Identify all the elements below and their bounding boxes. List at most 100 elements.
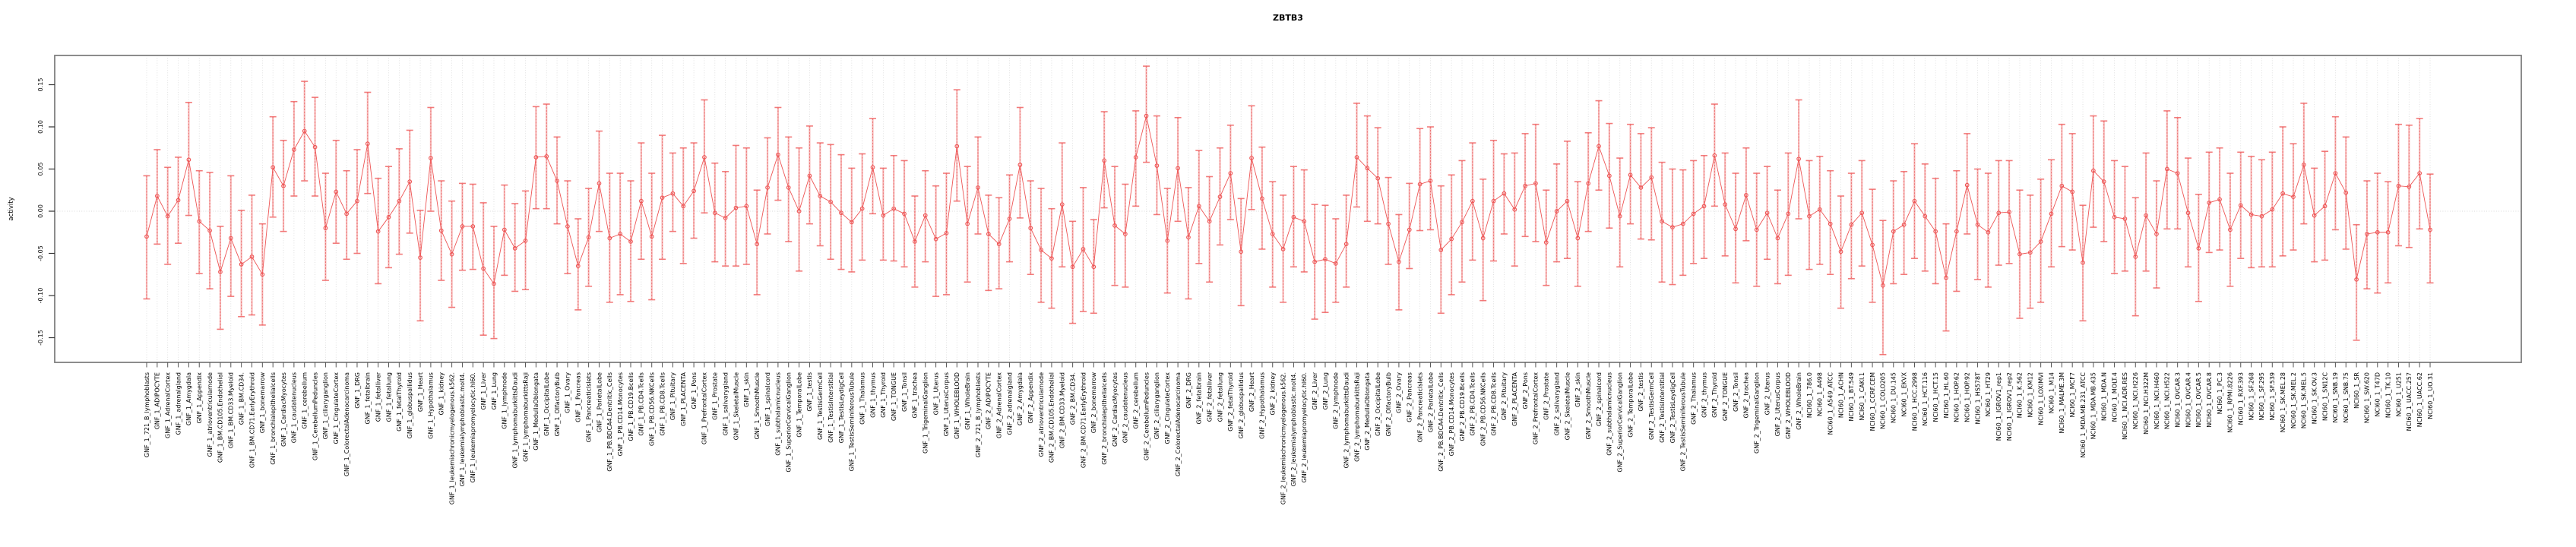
x-tick-label: NCI60_1_786.0 — [1806, 372, 1813, 418]
data-point — [1196, 204, 1201, 209]
x-tick-label: GNF_1_SuperiorCervicalGanglion — [786, 372, 793, 473]
x-tick-label: GNF_2_spinalcord — [1596, 372, 1603, 426]
x-tick-label: GNF_1_PB.CD19.Bcells — [628, 372, 635, 441]
data-point — [1312, 259, 1317, 264]
x-tick-label: NCI60_1_NCI.ADR.RES — [2122, 372, 2128, 440]
data-point — [1964, 182, 1970, 188]
x-tick-label: GNF_2_BM.CD71.EarlyErythroid — [1080, 372, 1087, 468]
x-tick-label: GNF_2_skin — [1574, 372, 1581, 407]
error-bar — [2248, 156, 2255, 269]
data-point — [870, 165, 875, 170]
data-point — [586, 235, 591, 240]
x-tick-label: GNF_1_subthalamicnucleus — [775, 372, 782, 456]
data-point — [1680, 221, 1685, 226]
data-point — [281, 183, 286, 188]
data-point — [1628, 172, 1633, 178]
error-bar — [1037, 188, 1045, 303]
error-bar — [1332, 218, 1340, 303]
data-point — [1491, 198, 1496, 204]
data-point — [1597, 144, 1601, 149]
data-point — [575, 264, 581, 269]
data-point — [976, 185, 980, 190]
x-tick-label: GNF_1_Prostate — [712, 372, 719, 420]
data-point — [954, 144, 960, 149]
x-tick-label: GNF_1_Hypothalamus — [428, 372, 435, 439]
data-point — [1260, 196, 1264, 201]
error-bar — [416, 210, 424, 322]
data-point — [2291, 194, 2296, 199]
x-tick-label: GNF_1_Pituitary — [669, 372, 676, 421]
x-tick-label: NCI60_1_SW.620 — [2364, 372, 2371, 423]
x-tick-label: GNF_2_BM.CD33.Myeloid — [1059, 372, 1066, 448]
data-point — [1849, 222, 1854, 227]
data-point — [1302, 219, 1307, 224]
error-bar — [1069, 220, 1077, 324]
error-bar — [1100, 111, 1108, 209]
error-bar — [942, 172, 950, 296]
error-bar — [1774, 189, 1781, 285]
x-tick-label: NCI60_1_NCI.H460 — [2154, 372, 2160, 429]
data-point — [986, 232, 991, 236]
error-bar — [837, 153, 845, 270]
x-tick-label: GNF_1_testis — [806, 372, 813, 412]
x-tick-label: NCI60_1_NCI.H522 — [2164, 372, 2171, 429]
x-tick-label: GNF_2_ciliaryganglion — [1154, 372, 1160, 439]
data-point — [407, 179, 413, 184]
x-tick-label: GNF_1_UterusCorpus — [943, 372, 950, 436]
error-bar — [1321, 204, 1329, 314]
data-point — [660, 195, 665, 201]
error-bar — [185, 102, 192, 217]
data-point — [438, 228, 444, 233]
x-tick-label: NCI60_1_SF.268 — [2248, 372, 2255, 420]
error-bar — [985, 194, 992, 292]
x-tick-label: GNF_2_Uterus — [1764, 372, 1771, 415]
error-bar — [1374, 127, 1381, 225]
x-tick-label: GNF_1_leukemiapromyelocytic.hl60. — [470, 372, 476, 482]
x-tick-label: NCI60_1_LOXIMVI — [2037, 372, 2044, 425]
data-point — [1944, 275, 1948, 280]
x-tick-label: GNF_2_TestisLeydigCell — [1669, 372, 1676, 443]
data-point — [197, 219, 202, 224]
data-point — [397, 198, 402, 204]
error-bar — [2394, 123, 2402, 247]
error-bar — [701, 99, 708, 214]
data-point — [218, 270, 223, 274]
x-tick-label: GNF_2_Tonsil — [1733, 372, 1739, 412]
data-point — [1407, 227, 1412, 232]
x-tick-label: GNF_2_AdrenalCortex — [995, 372, 1002, 438]
data-point — [1102, 158, 1107, 163]
data-point — [1354, 155, 1359, 160]
x-tick-label: GNF_2_lymphomaburkittsRaji — [1353, 372, 1360, 462]
x-tick-label: GNF_2_TemporalLobe — [1627, 372, 1634, 438]
x-tick-label: GNF_1_leukemiachronicmyelogenous.k562. — [448, 372, 455, 504]
data-point — [1764, 210, 1770, 216]
data-point — [1543, 240, 1549, 245]
data-point — [2270, 207, 2275, 212]
x-tick-label: NCI60_1_HT29 — [1985, 372, 1992, 416]
data-point — [1028, 226, 1033, 231]
x-tick-label: NCI60_1_OVCAR.8 — [2206, 372, 2213, 428]
data-point — [1891, 229, 1896, 234]
x-tick-label: GNF_1_BM.CD33.Myeloid — [228, 372, 235, 448]
data-point — [460, 224, 465, 229]
error-bar — [1964, 133, 1971, 235]
data-point — [1638, 185, 1644, 190]
data-point — [1144, 113, 1149, 119]
data-point — [733, 205, 739, 210]
x-tick-label: NCI60_1_SNB.19 — [2332, 372, 2339, 422]
data-point — [1996, 210, 2002, 216]
x-tick-label: GNF_2_Thyroid — [1711, 372, 1718, 418]
error-bar — [195, 169, 203, 274]
x-tick-label: GNF_2_leukemiachronicmyelogenous.k562. — [1280, 372, 1286, 504]
data-point — [628, 239, 633, 244]
data-point — [1744, 193, 1748, 198]
x-tick-label: GNF_1_fetalThyroid — [396, 372, 403, 432]
x-tick-label: NCI60_1_RXF.393 — [2238, 372, 2245, 425]
data-point — [2175, 171, 2180, 175]
error-bar — [1669, 168, 1676, 286]
x-tick-label: GNF_1_ADIPOCYTE — [154, 372, 161, 429]
data-point — [1575, 236, 1581, 241]
data-point — [881, 213, 886, 218]
data-point — [1438, 248, 1444, 252]
data-point — [2333, 171, 2338, 175]
